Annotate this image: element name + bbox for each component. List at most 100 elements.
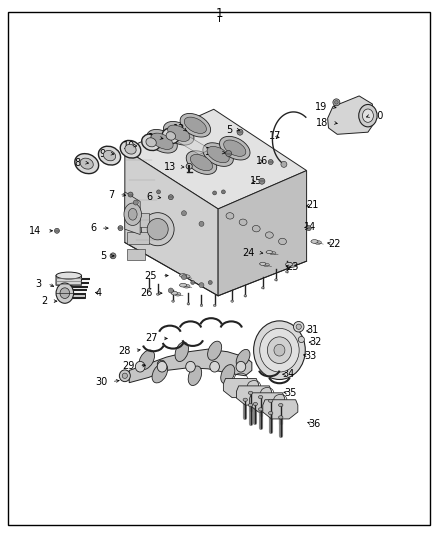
Ellipse shape (156, 293, 159, 295)
Ellipse shape (148, 288, 150, 290)
Ellipse shape (231, 300, 233, 302)
Ellipse shape (279, 416, 283, 419)
Text: 10: 10 (123, 141, 135, 150)
Text: 34: 34 (283, 369, 295, 379)
Ellipse shape (258, 408, 263, 411)
Ellipse shape (311, 239, 318, 243)
Text: 12: 12 (173, 124, 186, 134)
Ellipse shape (224, 140, 246, 156)
Text: 25: 25 (144, 271, 157, 280)
Text: 30: 30 (95, 377, 107, 386)
Ellipse shape (151, 133, 173, 149)
FancyBboxPatch shape (64, 293, 85, 298)
Text: 16: 16 (256, 156, 268, 166)
Ellipse shape (187, 303, 190, 305)
Ellipse shape (314, 241, 321, 244)
Text: 29: 29 (123, 361, 135, 371)
Ellipse shape (180, 284, 187, 287)
Text: 14: 14 (29, 226, 42, 236)
Ellipse shape (208, 341, 222, 360)
Ellipse shape (248, 403, 253, 407)
Text: 24: 24 (243, 248, 255, 257)
Ellipse shape (183, 285, 190, 288)
FancyBboxPatch shape (127, 213, 149, 227)
Circle shape (156, 190, 161, 194)
Text: 13: 13 (164, 162, 176, 172)
Ellipse shape (286, 263, 293, 266)
Text: 18: 18 (316, 118, 328, 127)
Ellipse shape (244, 295, 247, 297)
FancyBboxPatch shape (127, 249, 145, 260)
Polygon shape (171, 132, 210, 155)
Ellipse shape (184, 117, 206, 133)
Text: 8: 8 (74, 158, 80, 167)
Ellipse shape (60, 288, 70, 298)
Ellipse shape (147, 130, 177, 153)
Ellipse shape (119, 370, 130, 382)
Text: 21: 21 (307, 200, 319, 210)
Ellipse shape (260, 328, 299, 372)
Text: 5: 5 (226, 125, 232, 134)
Text: 17: 17 (269, 131, 282, 141)
Ellipse shape (260, 262, 266, 265)
Circle shape (306, 225, 311, 231)
Circle shape (133, 200, 138, 205)
Text: 15: 15 (205, 148, 217, 157)
Polygon shape (125, 192, 140, 235)
Ellipse shape (200, 304, 203, 306)
Text: 5: 5 (100, 251, 106, 261)
Polygon shape (250, 393, 285, 412)
Ellipse shape (261, 287, 264, 289)
Polygon shape (237, 386, 272, 405)
Circle shape (293, 321, 304, 332)
Circle shape (281, 161, 287, 167)
Ellipse shape (157, 360, 165, 367)
Ellipse shape (180, 114, 211, 137)
Text: 28: 28 (118, 346, 131, 356)
Text: 4: 4 (95, 288, 102, 298)
Circle shape (212, 191, 217, 195)
Ellipse shape (219, 136, 250, 160)
FancyBboxPatch shape (127, 232, 149, 244)
Text: 27: 27 (145, 334, 158, 343)
Ellipse shape (258, 395, 263, 399)
Ellipse shape (168, 125, 190, 141)
Ellipse shape (289, 264, 296, 268)
Polygon shape (125, 149, 218, 296)
Ellipse shape (125, 144, 136, 154)
Text: 9: 9 (99, 149, 105, 158)
Ellipse shape (207, 147, 229, 163)
Circle shape (237, 129, 243, 135)
Ellipse shape (191, 155, 212, 171)
Ellipse shape (166, 132, 176, 140)
Text: 6: 6 (90, 223, 96, 233)
Ellipse shape (268, 399, 273, 402)
Polygon shape (61, 284, 76, 287)
Text: 7: 7 (109, 190, 115, 199)
Ellipse shape (265, 232, 273, 238)
Ellipse shape (75, 154, 99, 174)
Polygon shape (125, 109, 307, 209)
Circle shape (296, 324, 301, 329)
Ellipse shape (162, 128, 180, 143)
Text: 31: 31 (307, 326, 319, 335)
Ellipse shape (157, 361, 167, 372)
Ellipse shape (266, 251, 272, 254)
Ellipse shape (135, 361, 145, 372)
Ellipse shape (128, 208, 137, 220)
Circle shape (168, 195, 173, 200)
Text: 22: 22 (328, 239, 341, 248)
Text: 20: 20 (371, 111, 384, 120)
Circle shape (298, 336, 304, 343)
Ellipse shape (263, 263, 269, 266)
Text: 32: 32 (309, 337, 321, 347)
Polygon shape (328, 96, 374, 134)
Ellipse shape (172, 300, 174, 302)
Ellipse shape (252, 225, 260, 232)
Ellipse shape (270, 252, 276, 255)
Circle shape (181, 211, 187, 216)
Text: 33: 33 (304, 351, 317, 360)
Ellipse shape (267, 337, 292, 364)
Text: 19: 19 (315, 102, 328, 111)
Ellipse shape (236, 361, 246, 372)
